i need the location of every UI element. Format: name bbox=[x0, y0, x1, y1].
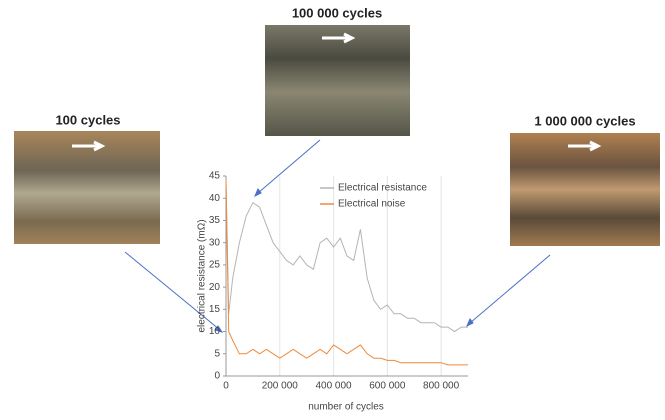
image-title: 100 000 cycles bbox=[292, 5, 382, 20]
image-title: 1 000 000 cycles bbox=[534, 113, 635, 128]
legend-label: Electrical resistance bbox=[338, 183, 427, 194]
direction-arrow bbox=[72, 140, 106, 152]
y-tick-label: 20 bbox=[209, 282, 221, 293]
y-tick-label: 5 bbox=[214, 348, 220, 359]
micrograph bbox=[14, 131, 160, 244]
series-line bbox=[225, 180, 468, 333]
direction-arrow bbox=[568, 140, 602, 152]
y-axis-label: electrical resistance (mΩ) bbox=[197, 219, 208, 332]
direction-arrow bbox=[322, 32, 356, 44]
x-tick-label: 800 000 bbox=[423, 381, 460, 392]
x-tick-label: 600 000 bbox=[369, 381, 406, 392]
y-tick-label: 45 bbox=[209, 171, 221, 182]
legend-label: Electrical noise bbox=[338, 199, 406, 210]
y-tick-label: 40 bbox=[209, 193, 221, 204]
x-axis-label: number of cycles bbox=[308, 402, 384, 413]
micrograph bbox=[510, 133, 660, 246]
y-tick-label: 10 bbox=[209, 326, 221, 337]
micrograph bbox=[265, 25, 410, 136]
y-tick-label: 30 bbox=[209, 237, 221, 248]
pointer-arrows bbox=[124, 139, 551, 333]
x-tick-label: 200 000 bbox=[262, 381, 299, 392]
y-tick-label: 15 bbox=[209, 304, 221, 315]
y-tick-label: 0 bbox=[214, 371, 220, 382]
image-title: 100 cycles bbox=[55, 112, 120, 127]
series-line bbox=[225, 180, 468, 366]
x-tick-label: 0 bbox=[223, 381, 229, 392]
y-tick-label: 35 bbox=[209, 215, 221, 226]
y-tick-label: 25 bbox=[209, 260, 221, 271]
x-tick-label: 400 000 bbox=[315, 381, 352, 392]
